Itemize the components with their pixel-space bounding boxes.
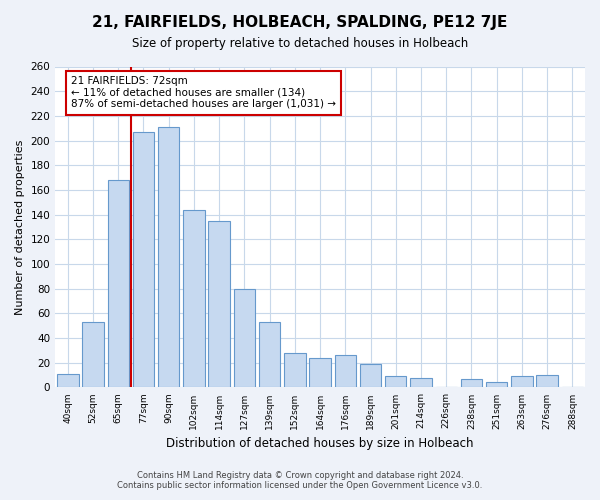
Bar (385, 376, 406, 388)
Bar (536, 375, 558, 388)
Text: 21, FAIRFIELDS, HOLBEACH, SPALDING, PE12 7JE: 21, FAIRFIELDS, HOLBEACH, SPALDING, PE12… (92, 15, 508, 30)
Bar (284, 353, 305, 388)
Bar (107, 180, 129, 388)
Bar (486, 382, 508, 388)
Bar (360, 364, 381, 388)
Text: Size of property relative to detached houses in Holbeach: Size of property relative to detached ho… (132, 38, 468, 51)
Bar (335, 356, 356, 388)
Bar (183, 210, 205, 388)
Bar (259, 322, 280, 388)
Bar (158, 127, 179, 388)
X-axis label: Distribution of detached houses by size in Holbeach: Distribution of detached houses by size … (166, 437, 474, 450)
Bar (410, 378, 432, 388)
Bar (208, 221, 230, 388)
Bar (133, 132, 154, 388)
Bar (310, 358, 331, 388)
Text: 21 FAIRFIELDS: 72sqm
← 11% of detached houses are smaller (134)
87% of semi-deta: 21 FAIRFIELDS: 72sqm ← 11% of detached h… (71, 76, 336, 110)
Bar (233, 288, 255, 388)
Bar (82, 322, 104, 388)
Text: Contains HM Land Registry data © Crown copyright and database right 2024.
Contai: Contains HM Land Registry data © Crown c… (118, 470, 482, 490)
Bar (57, 374, 79, 388)
Y-axis label: Number of detached properties: Number of detached properties (15, 140, 25, 314)
Bar (461, 379, 482, 388)
Bar (511, 376, 533, 388)
